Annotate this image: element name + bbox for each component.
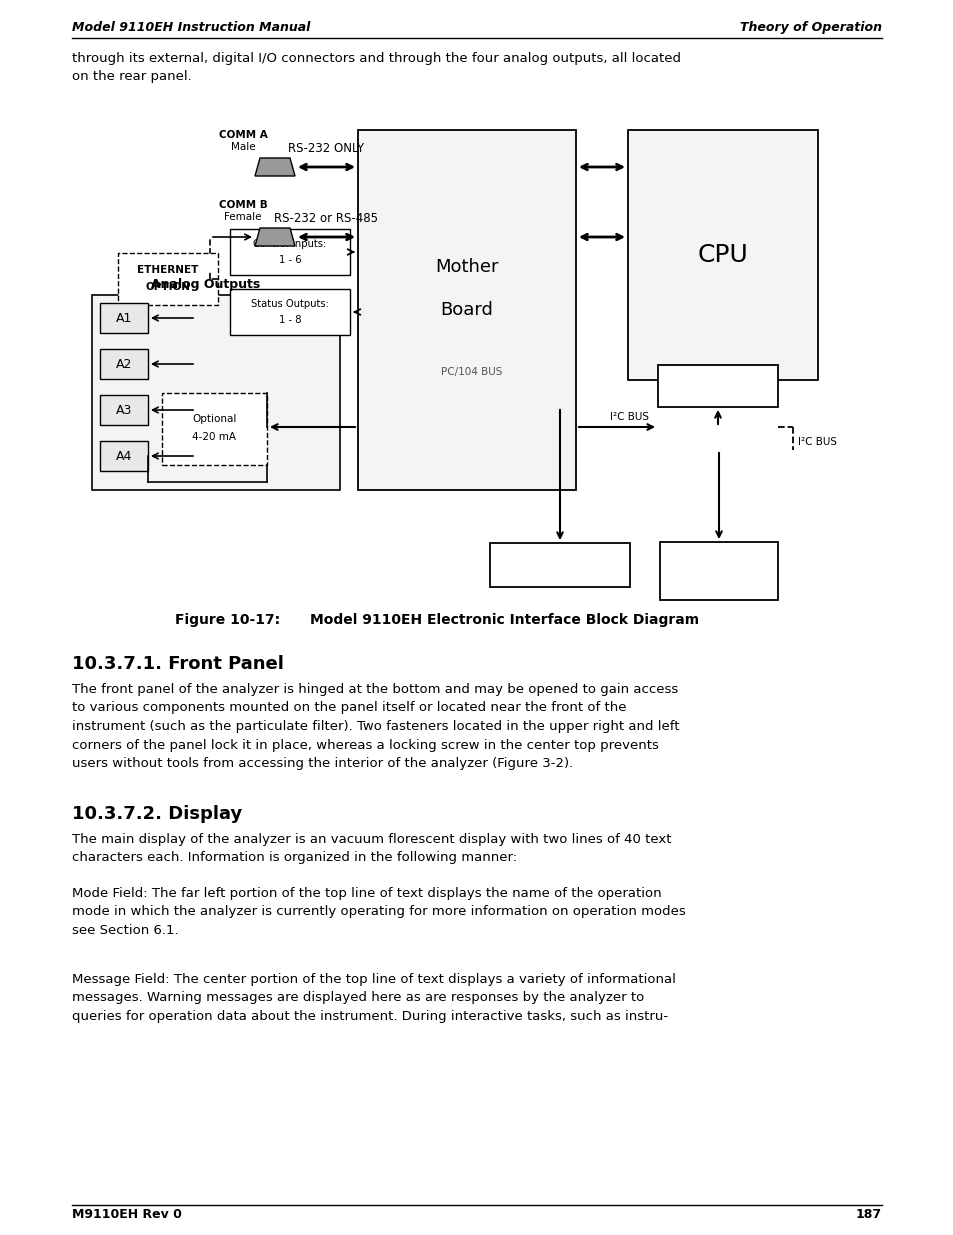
Text: The main display of the analyzer is an vacuum florescent display with two lines : The main display of the analyzer is an v… (71, 832, 671, 864)
Text: DISPLAY: DISPLAY (527, 558, 592, 572)
Text: The front panel of the analyzer is hinged at the bottom and may be opened to gai: The front panel of the analyzer is hinge… (71, 683, 679, 769)
Bar (490, 543, 629, 587)
Text: 10.3.7.1. Front Panel: 10.3.7.1. Front Panel (71, 655, 284, 673)
Text: Model 9110EH Instruction Manual: Model 9110EH Instruction Manual (71, 21, 310, 35)
Text: Female: Female (224, 212, 261, 222)
Bar (100, 350, 148, 379)
Bar (230, 228, 350, 275)
Text: 1 - 6: 1 - 6 (278, 254, 301, 266)
Text: Control Inputs:: Control Inputs: (253, 240, 326, 249)
Bar (100, 395, 148, 425)
Bar (100, 303, 148, 333)
Text: RS-232 or RS-485: RS-232 or RS-485 (274, 212, 378, 225)
Text: COMM A: COMM A (218, 130, 267, 140)
Bar (659, 542, 778, 600)
Text: Optional: Optional (193, 414, 236, 424)
Text: I²C BUS: I²C BUS (797, 437, 836, 447)
Text: 1 - 8: 1 - 8 (278, 315, 301, 325)
Text: Male: Male (231, 142, 255, 152)
Polygon shape (254, 228, 294, 246)
Text: M9110EH Rev 0: M9110EH Rev 0 (71, 1208, 182, 1221)
Text: A2: A2 (115, 357, 132, 370)
Text: through its external, digital I/O connectors and through the four analog outputs: through its external, digital I/O connec… (71, 52, 680, 65)
Text: PC/104 BUS: PC/104 BUS (441, 367, 502, 377)
Text: 187: 187 (855, 1208, 882, 1221)
Text: 10.3.7.2. Display: 10.3.7.2. Display (71, 805, 242, 823)
Text: Analog Outputs: Analog Outputs (152, 278, 260, 291)
Text: Figure 10-17:: Figure 10-17: (174, 613, 280, 627)
Bar (118, 253, 218, 305)
Text: Status Outputs:: Status Outputs: (251, 299, 329, 309)
Text: ETHERNET: ETHERNET (137, 266, 198, 275)
Bar (230, 289, 350, 335)
Text: KEYBOARD: KEYBOARD (679, 379, 756, 393)
Text: CPU: CPU (697, 243, 747, 267)
Text: on the rear panel.: on the rear panel. (71, 70, 192, 83)
Text: Theory of Operation: Theory of Operation (740, 21, 882, 35)
Text: 4-20 mA: 4-20 mA (193, 432, 236, 442)
Text: Board: Board (440, 301, 493, 319)
Text: Model 9110EH Electronic Interface Block Diagram: Model 9110EH Electronic Interface Block … (310, 613, 699, 627)
Bar (658, 366, 778, 408)
Bar (401, 252, 423, 427)
Bar (91, 295, 339, 490)
Text: Message Field: The center portion of the top line of text displays a variety of : Message Field: The center portion of the… (71, 973, 675, 1023)
Text: Mode Field: The far left portion of the top line of text displays the name of th: Mode Field: The far left portion of the … (71, 887, 685, 937)
Text: I²C BUS: I²C BUS (610, 412, 649, 422)
Bar (162, 393, 267, 466)
Text: A3: A3 (115, 404, 132, 416)
Text: OPTION: OPTION (146, 282, 191, 291)
Text: COMM B: COMM B (218, 200, 267, 210)
Text: Mother: Mother (435, 258, 498, 275)
Polygon shape (254, 158, 294, 177)
Text: A1: A1 (115, 311, 132, 325)
Bar (100, 441, 148, 471)
Bar (357, 130, 576, 490)
Text: RELAY: RELAY (697, 555, 740, 568)
Text: BOARD: BOARD (694, 574, 742, 588)
Bar (627, 130, 817, 380)
Text: RS-232 ONLY: RS-232 ONLY (288, 142, 364, 156)
Text: A4: A4 (115, 450, 132, 462)
